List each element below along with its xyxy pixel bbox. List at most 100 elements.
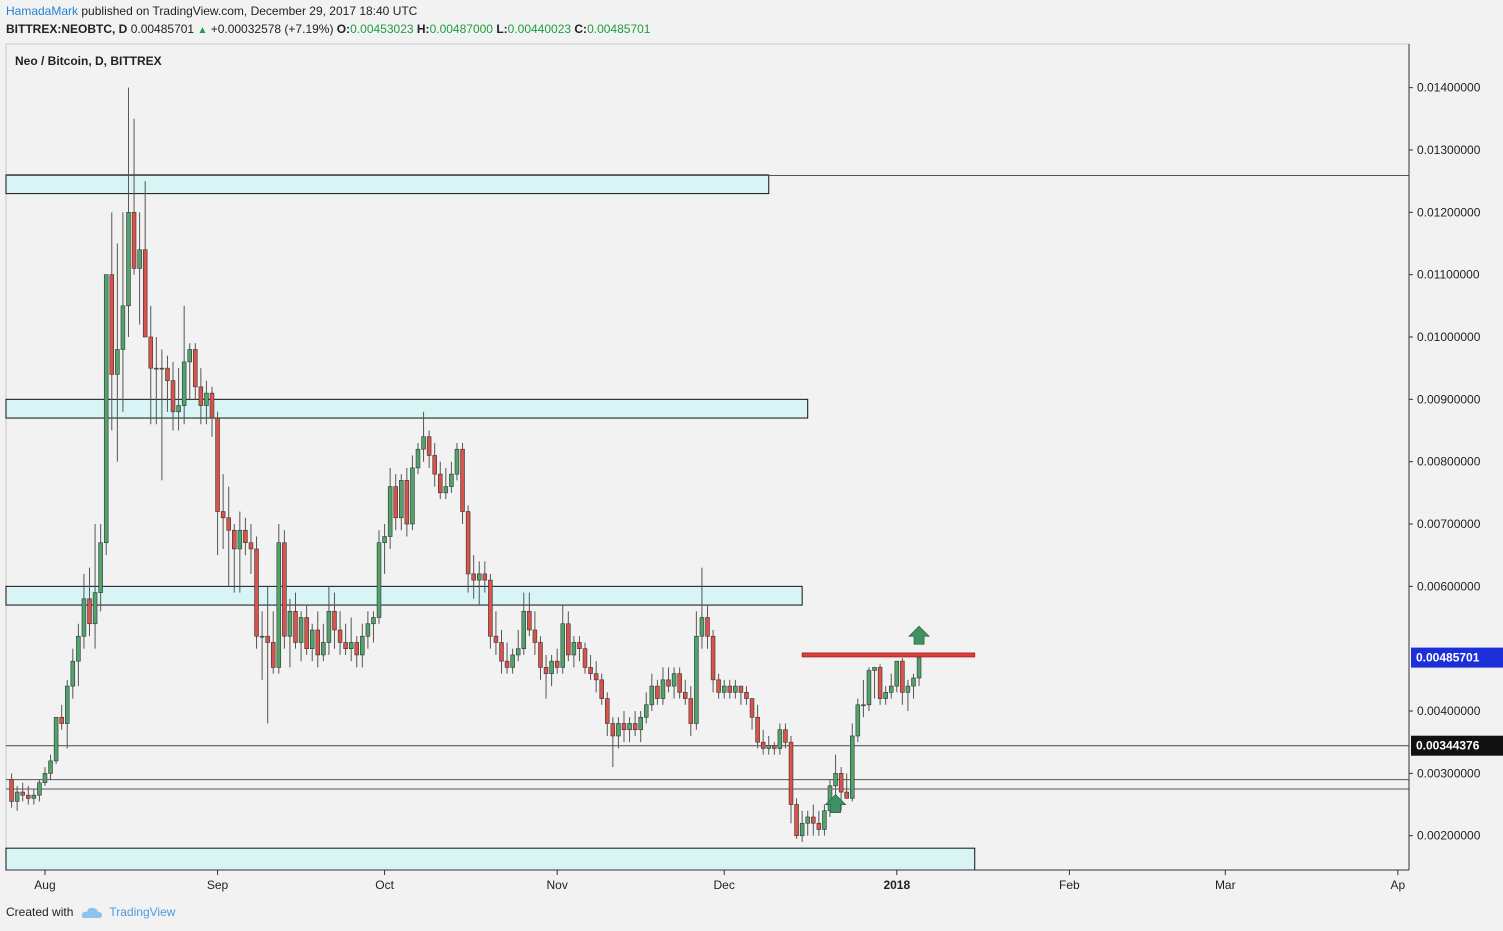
candle-body (126, 212, 131, 307)
candle (360, 623, 365, 668)
candle (193, 343, 198, 400)
candle (805, 810, 810, 836)
candle (705, 605, 710, 649)
candle (365, 611, 371, 649)
candle (404, 467, 410, 537)
candle-body (337, 629, 343, 643)
zone-rect[interactable] (5, 847, 976, 871)
candle-body (638, 716, 643, 731)
price-chart[interactable]: Neo / Bitcoin, D, BITTREX 0.01400000 0.01… (0, 0, 1503, 900)
candle-body (142, 249, 148, 338)
resistance-line (801, 652, 976, 658)
candle-body (538, 642, 543, 668)
candle (655, 679, 660, 705)
candle-body (382, 536, 387, 544)
author-link[interactable]: HamadaMark (6, 4, 79, 18)
candle-body (187, 349, 192, 363)
zone-rect[interactable] (5, 585, 803, 606)
candle (131, 118, 137, 275)
candle-body (410, 467, 415, 525)
candle-body (332, 610, 337, 631)
candle-body (504, 660, 510, 668)
candle (421, 411, 426, 462)
candle-body (304, 617, 309, 649)
candle (321, 623, 326, 662)
candle-body (816, 822, 822, 830)
candle-body (237, 529, 243, 550)
candle-body (321, 642, 326, 656)
candle-body (588, 667, 593, 674)
candle (593, 661, 599, 693)
candle-body (649, 685, 655, 706)
up-arrow-icon (908, 625, 931, 645)
candle-body (259, 635, 265, 638)
candle-body (415, 448, 421, 469)
candle-body (727, 685, 733, 693)
candle (716, 673, 721, 699)
candle (348, 617, 354, 662)
candle-body (154, 367, 159, 370)
y-tick-label: 0.00600000 (1417, 579, 1481, 593)
candle-body (48, 760, 53, 774)
candle-body (721, 685, 727, 693)
candle-body (744, 692, 749, 699)
candle (794, 798, 799, 839)
candle-body (365, 623, 371, 637)
candle (9, 773, 14, 808)
candle (243, 517, 248, 556)
y-tick-label: 0.01400000 (1417, 81, 1481, 95)
x-tick-label: 2018 (883, 878, 910, 892)
candle-body (120, 305, 126, 350)
symbol-label: BITTREX:NEOBTC, D (6, 22, 128, 36)
y-tick-label: 0.01000000 (1417, 330, 1481, 344)
candle (638, 711, 643, 743)
y-tick-label: 0.00400000 (1417, 704, 1481, 718)
candle (259, 611, 265, 680)
candle-body (181, 361, 187, 406)
candle-body (315, 629, 321, 656)
candle-body (293, 610, 298, 643)
candle (376, 530, 382, 624)
candle (187, 343, 192, 400)
candle-body (81, 598, 87, 637)
ohlc-line: BITTREX:NEOBTC, D 0.00485701 ▲ +0.000325… (6, 22, 650, 36)
candle-body (159, 367, 165, 370)
candle (454, 442, 460, 481)
candle (504, 642, 510, 674)
footer: Created with TradingView (6, 905, 175, 919)
candle (532, 611, 538, 655)
candle-body (92, 592, 98, 625)
x-tick-label: Ap (1391, 878, 1406, 892)
candle (59, 704, 64, 730)
candle-body (243, 529, 248, 544)
candle-body (393, 486, 398, 519)
candle-body (760, 741, 766, 749)
candle-body (532, 629, 538, 643)
candle (87, 567, 92, 637)
zone-rect[interactable] (5, 398, 809, 419)
candle (426, 430, 432, 468)
candle (154, 336, 159, 425)
candle (482, 561, 488, 593)
candle-body (499, 642, 504, 662)
candle-body (226, 517, 231, 531)
candle-body (488, 579, 493, 637)
candle (605, 692, 610, 736)
candle (165, 355, 170, 412)
x-tick-label: Feb (1059, 878, 1080, 892)
zone-rect[interactable] (5, 174, 770, 195)
candle (64, 679, 70, 749)
candle (142, 181, 148, 338)
candle-body (794, 804, 799, 837)
candle (699, 567, 705, 649)
candle (772, 742, 777, 755)
candle-body (209, 392, 215, 419)
candle-body (822, 810, 827, 830)
candle (571, 636, 577, 668)
candle-body (26, 794, 31, 799)
y-tick-label: 0.01100000 (1417, 268, 1480, 282)
candle-body (404, 480, 410, 525)
candle-body (571, 642, 577, 656)
tradingview-link[interactable]: TradingView (109, 905, 176, 919)
candle-body (777, 729, 783, 749)
